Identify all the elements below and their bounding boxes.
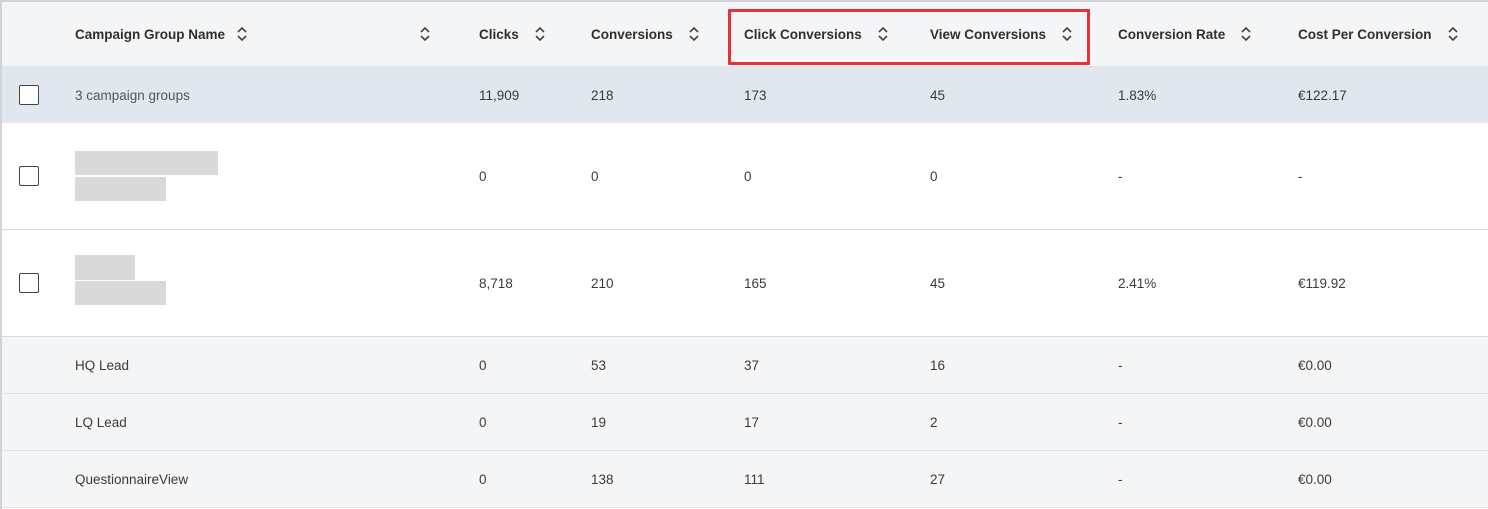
sort-icon[interactable] — [418, 26, 432, 42]
sort-icon[interactable] — [687, 26, 701, 42]
sub-row-conversions: 138 — [591, 471, 614, 487]
column-header-view-conversions[interactable]: View Conversions — [930, 2, 1074, 66]
summary-row: 3 campaign groups 11,909 218 173 45 1.83… — [2, 67, 1488, 123]
column-header-cost-per-conversion[interactable]: Cost Per Conversion — [1298, 2, 1460, 66]
summary-view-conversions: 45 — [930, 87, 946, 103]
conversion-sub-row: HQ Lead 0 53 37 16 - €0.00 — [2, 337, 1488, 394]
column-header-click-conversions[interactable]: Click Conversions — [744, 2, 890, 66]
row-click-conversions: 165 — [744, 275, 767, 291]
summary-conversion-rate: 1.83% — [1118, 87, 1157, 103]
sub-row-clicks: 0 — [479, 471, 487, 487]
sub-row-cost-per-conversion: €0.00 — [1298, 357, 1332, 373]
redacted-name-block — [75, 281, 166, 305]
table-row[interactable]: 8,718 210 165 45 2.41% €119.92 — [2, 230, 1488, 337]
column-label-view-conversions: View Conversions — [930, 26, 1047, 42]
summary-click-conversions: 173 — [744, 87, 767, 103]
sub-row-cost-per-conversion: €0.00 — [1298, 414, 1332, 430]
sub-row-name: HQ Lead — [75, 357, 130, 373]
sub-row-conversion-rate: - — [1118, 357, 1123, 373]
row-clicks: 8,718 — [479, 275, 513, 291]
row-conversion-rate: - — [1118, 168, 1123, 184]
redacted-name-block — [75, 255, 135, 280]
table-header: Campaign Group Name Clicks Conversions C… — [2, 2, 1488, 67]
sort-icon[interactable] — [235, 26, 249, 42]
column-label-conversion-rate: Conversion Rate — [1118, 26, 1226, 42]
row-conversions: 210 — [591, 275, 614, 291]
highlight-box — [728, 9, 1090, 65]
sub-row-view-conversions: 16 — [930, 357, 946, 373]
table-row[interactable]: 0 0 0 0 - - — [2, 123, 1488, 230]
column-header-conversion-rate[interactable]: Conversion Rate — [1118, 2, 1253, 66]
row-click-conversions: 0 — [744, 168, 752, 184]
column-header-clicks[interactable]: Clicks — [479, 2, 547, 66]
row-checkbox[interactable] — [19, 273, 39, 293]
select-all-cell — [19, 67, 39, 123]
column-label-conversions: Conversions — [591, 26, 673, 42]
column-label-click-conversions: Click Conversions — [744, 26, 862, 42]
row-view-conversions: 45 — [930, 275, 946, 291]
sort-icon[interactable] — [1239, 26, 1253, 42]
sub-row-conversions: 53 — [591, 357, 607, 373]
row-checkbox[interactable] — [19, 166, 39, 186]
column-label-name: Campaign Group Name — [75, 26, 226, 42]
row-clicks: 0 — [479, 168, 487, 184]
column-label-clicks: Clicks — [479, 26, 519, 42]
sub-row-conversions: 19 — [591, 414, 607, 430]
column-header-name[interactable]: Campaign Group Name — [75, 2, 249, 66]
sort-icon[interactable] — [1060, 26, 1074, 42]
row-conversions: 0 — [591, 168, 599, 184]
row-view-conversions: 0 — [930, 168, 938, 184]
sub-row-name: LQ Lead — [75, 414, 127, 430]
conversion-sub-row: LQ Lead 0 19 17 2 - €0.00 — [2, 394, 1488, 451]
sub-row-cost-per-conversion: €0.00 — [1298, 471, 1332, 487]
conversion-sub-row: QuestionnaireView 0 138 111 27 - €0.00 — [2, 451, 1488, 508]
row-cost-per-conversion: - — [1298, 168, 1303, 184]
sub-row-click-conversions: 17 — [744, 414, 760, 430]
sort-icon[interactable] — [876, 26, 890, 42]
column-header-extra-sort[interactable] — [418, 2, 432, 66]
redacted-name-block — [75, 177, 166, 201]
select-all-checkbox[interactable] — [19, 85, 39, 105]
sub-row-conversion-rate: - — [1118, 414, 1123, 430]
sub-row-name: QuestionnaireView — [75, 471, 189, 487]
summary-clicks: 11,909 — [479, 87, 520, 103]
sub-row-conversion-rate: - — [1118, 471, 1123, 487]
sub-row-click-conversions: 111 — [744, 471, 765, 487]
column-label-cost-per-conversion: Cost Per Conversion — [1298, 26, 1432, 42]
summary-name: 3 campaign groups — [75, 87, 190, 103]
summary-conversions: 218 — [591, 87, 614, 103]
sort-icon[interactable] — [1446, 26, 1460, 42]
sub-row-view-conversions: 27 — [930, 471, 946, 487]
sort-icon[interactable] — [533, 26, 547, 42]
sub-row-clicks: 0 — [479, 357, 487, 373]
sub-row-view-conversions: 2 — [930, 414, 938, 430]
row-conversion-rate: 2.41% — [1118, 275, 1157, 291]
row-select-cell — [19, 230, 39, 336]
row-select-cell — [19, 123, 39, 229]
row-cost-per-conversion: €119.92 — [1298, 275, 1346, 291]
column-header-conversions[interactable]: Conversions — [591, 2, 701, 66]
summary-cost-per-conversion: €122.17 — [1298, 87, 1347, 103]
sub-row-click-conversions: 37 — [744, 357, 760, 373]
redacted-name-block — [75, 151, 218, 175]
sub-row-clicks: 0 — [479, 414, 487, 430]
